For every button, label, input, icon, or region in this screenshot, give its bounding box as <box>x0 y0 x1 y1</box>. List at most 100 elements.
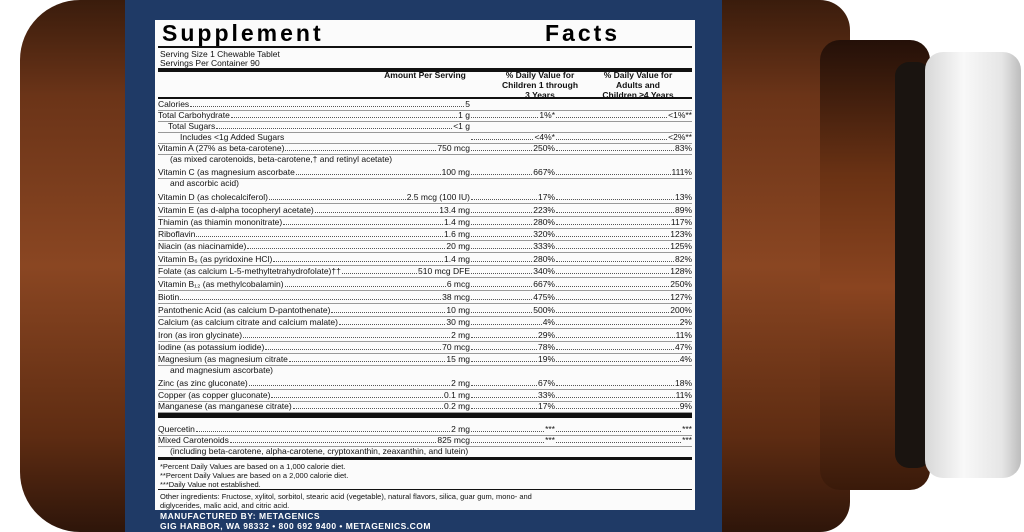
dv-children: *** <box>545 424 555 434</box>
nutrient-name: Mixed Carotenoids <box>158 435 229 445</box>
cell: 29% <box>470 330 555 341</box>
leader <box>331 305 446 313</box>
cap <box>925 52 1021 478</box>
nutrient-name: Thiamin (as thiamin mononitrate) <box>158 217 283 227</box>
leader <box>229 435 437 443</box>
dv-children: 280% <box>533 217 555 227</box>
nutrient-note: and ascorbic acid) <box>170 178 239 188</box>
other-ingredients: Other ingredients: Fructose, xylitol, so… <box>160 492 532 501</box>
leader <box>556 390 675 398</box>
nutrient-row: Manganese (as manganese citrate) 0.2 mg 17… <box>158 401 692 413</box>
leader <box>471 305 533 313</box>
cell: 89% <box>555 205 692 216</box>
dv-adults: 250% <box>670 279 692 289</box>
amount: 1.4 mg <box>444 254 470 264</box>
leader <box>556 401 679 409</box>
cell: 500% <box>470 305 555 316</box>
leader <box>216 121 453 129</box>
cell: 83% <box>555 143 692 154</box>
leader <box>471 217 533 225</box>
leader <box>471 167 533 175</box>
nutrient-name: Total Sugars <box>168 121 216 131</box>
dv-children: 223% <box>533 205 555 215</box>
leader <box>248 378 451 386</box>
nutrient-row: Total Sugars <1 g <box>158 121 692 133</box>
serving-size: Serving Size 1 Chewable Tablet <box>160 49 280 59</box>
column-header: % Daily Value for Children 1 through 3 Y… <box>501 70 579 100</box>
dv-children: 500% <box>533 305 555 315</box>
cell: 117% <box>555 217 692 228</box>
nutrient-note: and magnesium ascorbate) <box>170 365 274 375</box>
leader <box>471 143 533 151</box>
nutrient-note: (including beta-carotene, alpha-carotene… <box>170 446 469 456</box>
manufacturer: MANUFACTURED BY: METAGENICS <box>160 511 321 521</box>
cell: Mixed Carotenoids 825 mcg <box>158 435 470 446</box>
nutrient-name: Includes <1g Added Sugars <box>180 132 285 142</box>
nutrient-name: Vitamin C (as magnesium ascorbate <box>158 167 295 177</box>
cell: 17% <box>470 401 555 412</box>
cell: 111% <box>555 167 692 178</box>
cell: 667% <box>470 167 555 178</box>
leader <box>471 342 537 350</box>
nutrient-name: Iodine (as potassium iodide) <box>158 342 265 352</box>
rule <box>158 46 692 48</box>
leader <box>556 192 674 200</box>
amount: 6 mcg <box>446 279 470 289</box>
cell: Niacin (as niacinamide) 20 mg <box>158 241 470 252</box>
nutrient-name: Niacin (as niacinamide) <box>158 241 247 251</box>
leader <box>556 378 674 386</box>
dv-adults: *** <box>682 435 692 445</box>
dv-adults: 127% <box>670 292 692 302</box>
amount: 5 <box>465 99 470 109</box>
cell: 19% <box>470 354 555 365</box>
dv-adults: 111% <box>671 167 692 177</box>
dv-adults: 125% <box>670 241 692 251</box>
dv-children: 19% <box>537 354 555 364</box>
nutrient-row: Iodine (as potassium iodide) 70 mcg 78% 47% <box>158 342 692 354</box>
cell: Copper (as copper gluconate) 0.1 mg <box>158 390 470 401</box>
cell: Biotin 38 mcg <box>158 292 470 303</box>
leader <box>471 254 533 262</box>
cell: 13% <box>555 192 692 203</box>
cell: Calcium (as calcium citrate and calcium … <box>158 317 470 328</box>
nutrient-row: Niacin (as niacinamide) 20 mg 333% 125% <box>158 241 692 253</box>
nutrient-name: Vitamin E (as d-alpha tocopheryl acetate… <box>158 205 314 215</box>
leader <box>471 330 537 338</box>
leader <box>471 317 542 325</box>
leader <box>341 266 418 274</box>
leader <box>556 435 682 443</box>
dv-adults: 4% <box>679 354 692 364</box>
nutrient-row: Thiamin (as thiamin mononitrate) 1.4 mg 28… <box>158 217 692 229</box>
dv-children: 475% <box>533 292 555 302</box>
dv-adults: 2% <box>679 317 692 327</box>
dv-adults: 200% <box>670 305 692 315</box>
leader <box>471 401 537 409</box>
dv-adults: 117% <box>670 217 692 227</box>
cell <box>555 121 692 132</box>
dv-children: 17% <box>537 401 555 411</box>
cell: 47% <box>555 342 692 353</box>
leader <box>292 401 443 409</box>
nutrient-name: Zinc (as zinc gluconate) <box>158 378 248 388</box>
cell <box>470 121 555 132</box>
cell: *** <box>470 424 555 435</box>
cell: Manganese (as manganese citrate) 0.2 mg <box>158 401 470 412</box>
cell: Riboflavin 1.6 mg <box>158 229 470 240</box>
dv-children: <4%* <box>534 132 555 142</box>
cell: 123% <box>555 229 692 240</box>
amount: 2 mg <box>451 378 470 388</box>
leader <box>556 217 670 225</box>
dv-children: 320% <box>533 229 555 239</box>
leader <box>273 254 443 262</box>
cell: 250% <box>555 279 692 290</box>
leader <box>471 241 533 249</box>
nutrient-name: Folate (as calcium L-5-methyltetrahydrof… <box>158 266 341 276</box>
cell: 333% <box>470 241 555 252</box>
leader <box>471 424 545 432</box>
amount: 510 mcg DFE <box>418 266 470 276</box>
cell: Vitamin B₆ (as pyridoxine HCl) 1.4 mg <box>158 254 470 265</box>
servings: Servings Per Container 90 <box>160 58 260 68</box>
leader <box>195 424 451 432</box>
title: Facts <box>545 20 621 46</box>
dv-children: 4% <box>542 317 555 327</box>
